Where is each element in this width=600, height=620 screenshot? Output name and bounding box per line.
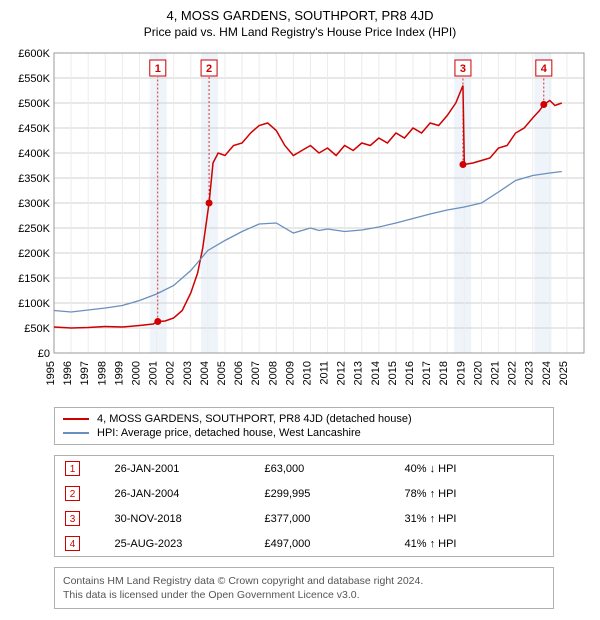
x-tick-label: 1998 bbox=[96, 361, 108, 385]
x-tick-label: 2004 bbox=[199, 361, 211, 385]
y-tick-label: £250K bbox=[18, 223, 50, 235]
x-tick-label: 2011 bbox=[319, 361, 331, 385]
footer-line-2: This data is licensed under the Open Gov… bbox=[63, 588, 545, 602]
x-tick-label: 2021 bbox=[490, 361, 502, 385]
event-marker bbox=[206, 200, 213, 207]
footer-line-1: Contains HM Land Registry data © Crown c… bbox=[63, 574, 545, 588]
y-tick-label: £200K bbox=[18, 248, 50, 260]
legend-swatch bbox=[63, 432, 89, 434]
x-tick-label: 2013 bbox=[353, 361, 365, 385]
callout-number: 4 bbox=[541, 63, 548, 75]
x-tick-label: 2023 bbox=[524, 361, 536, 385]
price-chart: £0 £50K £100K £150K £200K £250K £300K £350K £400… bbox=[6, 47, 594, 397]
x-tick-label: 2024 bbox=[541, 361, 553, 385]
x-tick-label: 2020 bbox=[472, 361, 484, 385]
table-row: 3 30-NOV-2018£377,00031% ↑ HPI bbox=[55, 506, 554, 531]
x-tick-label: 2015 bbox=[387, 361, 399, 385]
event-date: 26-JAN-2001 bbox=[105, 456, 255, 482]
y-tick-label: £50K bbox=[24, 323, 50, 335]
x-tick-label: 2016 bbox=[404, 361, 416, 385]
y-tick-label: £500K bbox=[18, 98, 50, 110]
event-number-box: 3 bbox=[65, 511, 80, 526]
x-tick-label: 2022 bbox=[507, 361, 519, 385]
event-date: 26-JAN-2004 bbox=[105, 481, 255, 506]
callout-number: 3 bbox=[460, 63, 466, 75]
event-delta: 78% ↑ HPI bbox=[395, 481, 554, 506]
x-tick-label: 1999 bbox=[113, 361, 125, 385]
chart-container: 4, MOSS GARDENS, SOUTHPORT, PR8 4JD Pric… bbox=[0, 0, 600, 617]
event-date: 25-AUG-2023 bbox=[105, 531, 255, 557]
event-price: £299,995 bbox=[255, 481, 395, 506]
x-tick-label: 2001 bbox=[148, 361, 160, 385]
events-table: 1 26-JAN-2001£63,00040% ↓ HPI 2 26-JAN-2004… bbox=[54, 455, 554, 557]
chart-area: £0 £50K £100K £150K £200K £250K £300K £350K £400… bbox=[6, 47, 594, 397]
event-number-box: 1 bbox=[65, 461, 80, 476]
event-price: £63,000 bbox=[255, 456, 395, 482]
x-tick-label: 2014 bbox=[370, 361, 382, 385]
x-tick-label: 2000 bbox=[130, 361, 142, 385]
y-tick-label: £300K bbox=[18, 198, 50, 210]
x-tick-label: 2010 bbox=[301, 361, 313, 385]
event-number-box: 4 bbox=[65, 536, 80, 551]
callout-number: 1 bbox=[155, 63, 161, 75]
event-number-box: 2 bbox=[65, 486, 80, 501]
x-tick-label: 2003 bbox=[182, 361, 194, 385]
event-marker bbox=[154, 318, 161, 325]
y-tick-label: £600K bbox=[18, 48, 50, 60]
x-tick-label: 2002 bbox=[165, 361, 177, 385]
x-tick-label: 2018 bbox=[438, 361, 450, 385]
series-property bbox=[54, 86, 562, 329]
x-tick-label: 2019 bbox=[455, 361, 467, 385]
x-tick-label: 1996 bbox=[62, 361, 74, 385]
event-delta: 40% ↓ HPI bbox=[395, 456, 554, 482]
event-marker bbox=[459, 161, 466, 168]
y-tick-label: £450K bbox=[18, 123, 50, 135]
table-row: 4 25-AUG-2023£497,00041% ↑ HPI bbox=[55, 531, 554, 557]
y-tick-label: £400K bbox=[18, 148, 50, 160]
y-tick-label: £550K bbox=[18, 73, 50, 85]
series-hpi bbox=[54, 172, 562, 313]
legend: 4, MOSS GARDENS, SOUTHPORT, PR8 4JD (det… bbox=[54, 407, 554, 445]
attribution-footer: Contains HM Land Registry data © Crown c… bbox=[54, 567, 554, 609]
callout-number: 2 bbox=[206, 63, 212, 75]
table-row: 2 26-JAN-2004£299,99578% ↑ HPI bbox=[55, 481, 554, 506]
x-tick-label: 2025 bbox=[558, 361, 570, 385]
event-price: £377,000 bbox=[255, 506, 395, 531]
event-delta: 31% ↑ HPI bbox=[395, 506, 554, 531]
event-date: 30-NOV-2018 bbox=[105, 506, 255, 531]
legend-label: HPI: Average price, detached house, West… bbox=[97, 427, 361, 439]
event-delta: 41% ↑ HPI bbox=[395, 531, 554, 557]
y-tick-label: £100K bbox=[18, 298, 50, 310]
table-row: 1 26-JAN-2001£63,00040% ↓ HPI bbox=[55, 456, 554, 482]
y-tick-label: £350K bbox=[18, 173, 50, 185]
y-tick-label: £0 bbox=[38, 348, 50, 360]
legend-label: 4, MOSS GARDENS, SOUTHPORT, PR8 4JD (det… bbox=[97, 413, 412, 425]
x-tick-label: 2012 bbox=[336, 361, 348, 385]
y-tick-label: £150K bbox=[18, 273, 50, 285]
x-tick-label: 1997 bbox=[79, 361, 91, 385]
x-tick-label: 2017 bbox=[421, 361, 433, 385]
x-tick-label: 2007 bbox=[250, 361, 262, 385]
chart-title: 4, MOSS GARDENS, SOUTHPORT, PR8 4JD bbox=[6, 8, 594, 23]
x-tick-label: 2005 bbox=[216, 361, 228, 385]
chart-subtitle: Price paid vs. HM Land Registry's House … bbox=[6, 25, 594, 39]
x-tick-label: 2008 bbox=[267, 361, 279, 385]
event-price: £497,000 bbox=[255, 531, 395, 557]
x-tick-label: 2006 bbox=[233, 361, 245, 385]
legend-row: HPI: Average price, detached house, West… bbox=[63, 426, 545, 440]
x-tick-label: 1995 bbox=[45, 361, 57, 385]
event-marker bbox=[540, 101, 547, 108]
x-tick-label: 2009 bbox=[284, 361, 296, 385]
legend-row: 4, MOSS GARDENS, SOUTHPORT, PR8 4JD (det… bbox=[63, 412, 545, 426]
legend-swatch bbox=[63, 418, 89, 420]
